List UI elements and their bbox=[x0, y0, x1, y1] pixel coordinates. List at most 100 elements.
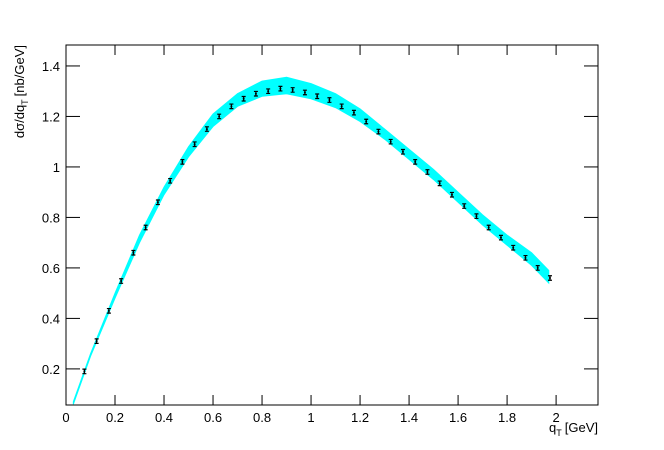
data-point bbox=[425, 169, 430, 175]
data-point bbox=[449, 191, 454, 198]
y-tick-label: 0.8 bbox=[42, 210, 60, 225]
data-point bbox=[155, 199, 160, 206]
x-title-unit: [GeV] bbox=[565, 420, 598, 435]
data-point bbox=[364, 118, 369, 125]
y-tick-label: 0.4 bbox=[42, 311, 60, 326]
x-title-main: q bbox=[549, 420, 556, 435]
marker bbox=[512, 246, 515, 249]
marker bbox=[548, 277, 551, 280]
marker bbox=[463, 205, 466, 208]
marker bbox=[267, 90, 270, 93]
data-point bbox=[474, 213, 479, 220]
marker bbox=[524, 256, 527, 259]
y-tick-label: 0.6 bbox=[42, 261, 60, 276]
data-point bbox=[339, 103, 344, 110]
frame bbox=[65, 44, 599, 406]
marker bbox=[414, 160, 417, 163]
x-title-sub: T bbox=[556, 428, 562, 438]
data-point bbox=[413, 159, 418, 165]
marker bbox=[107, 309, 110, 312]
marker bbox=[181, 160, 184, 163]
x-tick-label: 1 bbox=[307, 410, 314, 425]
marker bbox=[169, 179, 172, 182]
x-axis-title: qT [GeV] bbox=[549, 420, 598, 438]
marker bbox=[536, 266, 539, 269]
data-point bbox=[351, 109, 356, 116]
plot-area bbox=[72, 76, 552, 405]
data-point bbox=[180, 159, 185, 165]
x-tick-label: 1.8 bbox=[498, 410, 516, 425]
marker bbox=[365, 120, 368, 123]
data-point bbox=[400, 148, 405, 155]
marker bbox=[218, 115, 221, 118]
marker bbox=[254, 92, 257, 95]
y-title-main: dσ/dq bbox=[12, 105, 27, 138]
y-tick-label: 1.2 bbox=[42, 109, 60, 124]
marker bbox=[95, 340, 98, 343]
data-point bbox=[388, 138, 393, 145]
x-tick-label: 1.6 bbox=[449, 410, 467, 425]
marker bbox=[475, 215, 478, 218]
data-point bbox=[376, 128, 381, 135]
marker bbox=[328, 99, 331, 102]
data-point bbox=[523, 254, 528, 261]
data-point bbox=[229, 103, 234, 110]
data-point bbox=[462, 203, 467, 209]
model-band bbox=[72, 76, 550, 405]
y-title-unit: [nb/GeV] bbox=[12, 45, 27, 96]
x-tick-label: 0.4 bbox=[155, 410, 173, 425]
marker bbox=[389, 140, 392, 143]
data-point bbox=[302, 89, 307, 96]
data-point bbox=[498, 234, 503, 241]
marker bbox=[291, 88, 294, 91]
data-point bbox=[327, 97, 332, 103]
marker bbox=[352, 111, 355, 114]
marker bbox=[193, 143, 196, 146]
y-tick-label: 1 bbox=[53, 160, 60, 175]
data-point bbox=[168, 177, 173, 184]
marker bbox=[401, 150, 404, 153]
x-tick-label: 0.8 bbox=[253, 410, 271, 425]
data-point bbox=[486, 224, 491, 231]
data-point bbox=[290, 87, 295, 93]
marker bbox=[377, 130, 380, 133]
data-point bbox=[131, 249, 136, 256]
marker bbox=[487, 226, 490, 229]
marker bbox=[132, 251, 135, 254]
data-point bbox=[204, 126, 209, 132]
marker bbox=[83, 370, 86, 373]
marker bbox=[205, 128, 208, 131]
x-tick-label: 2 bbox=[552, 410, 559, 425]
marker bbox=[156, 201, 159, 204]
marker bbox=[426, 170, 429, 173]
marker bbox=[242, 97, 245, 100]
marker bbox=[438, 182, 441, 185]
marker bbox=[279, 87, 282, 90]
marker bbox=[144, 226, 147, 229]
data-point bbox=[437, 180, 442, 187]
marker bbox=[303, 91, 306, 94]
data-point bbox=[82, 368, 87, 375]
marker bbox=[450, 193, 453, 196]
y-title-sub: T bbox=[20, 99, 30, 105]
data-point bbox=[253, 90, 258, 97]
marker bbox=[499, 236, 502, 239]
x-tick-label: 0.2 bbox=[106, 410, 124, 425]
x-tick-label: 1.2 bbox=[351, 410, 369, 425]
data-point bbox=[266, 88, 271, 95]
data-point bbox=[106, 307, 111, 314]
data-point bbox=[119, 278, 124, 284]
data-point bbox=[143, 224, 148, 231]
x-tick-label: 0 bbox=[62, 410, 69, 425]
data-point bbox=[511, 244, 516, 251]
y-tick-label: 0.2 bbox=[42, 362, 60, 377]
x-tick-label: 0.6 bbox=[204, 410, 222, 425]
data-point bbox=[94, 338, 99, 344]
marker bbox=[340, 105, 343, 108]
x-tick-label: 1.4 bbox=[400, 410, 418, 425]
marker bbox=[230, 105, 233, 108]
data-point bbox=[315, 93, 320, 100]
y-axis-title: dσ/dqT [nb/GeV] bbox=[12, 45, 30, 138]
marker bbox=[316, 95, 319, 98]
